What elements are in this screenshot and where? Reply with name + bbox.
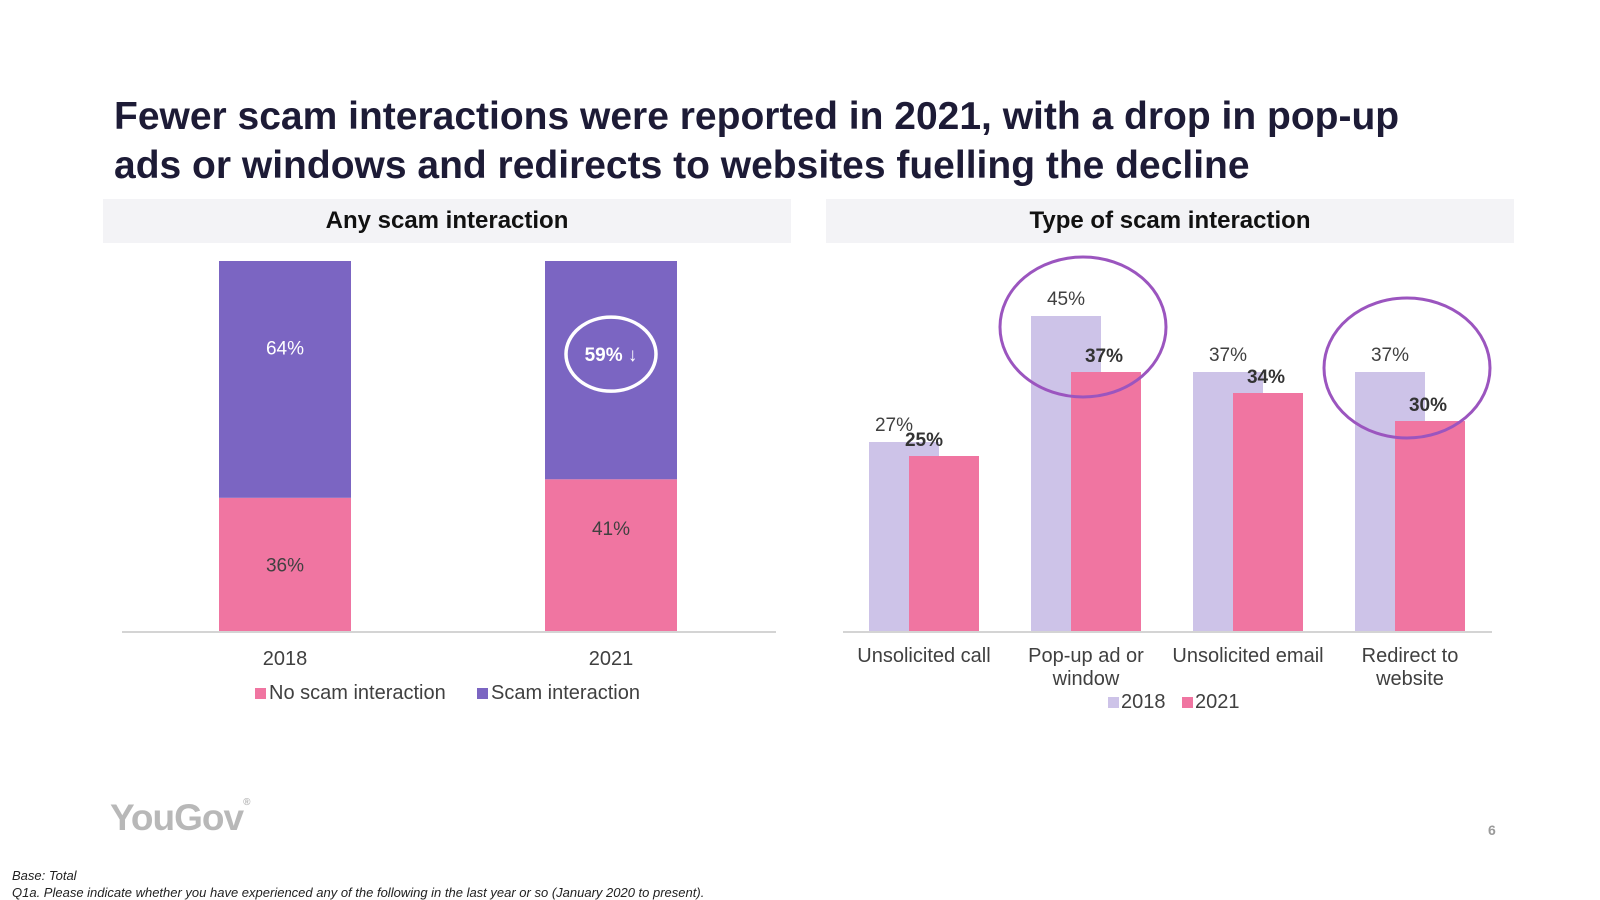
right-panel-title: Type of scam interaction bbox=[826, 199, 1514, 243]
legend-swatch-scam-interaction bbox=[477, 688, 488, 699]
x-tick-pop-up-ad-or-window-line2: window bbox=[1052, 668, 1120, 690]
data-label-2021-pop-up-ad-or-window: 37% bbox=[1085, 346, 1123, 367]
x-tick-redirect-to-website-line2: website bbox=[1375, 668, 1444, 690]
bar-2021-redirect-to-website bbox=[1395, 421, 1465, 631]
legend-label-2021: 2021 bbox=[1195, 691, 1240, 713]
data-label-scam-interaction-2021: 59% ↓ bbox=[585, 345, 638, 366]
logo-text: YouGov bbox=[110, 797, 244, 838]
legend-swatch-2021 bbox=[1182, 697, 1193, 708]
page-number: 6 bbox=[1488, 822, 1496, 838]
legend-swatch-2018 bbox=[1108, 697, 1119, 708]
data-label-no-scam-interaction-2021: 41% bbox=[592, 519, 630, 540]
logo-mark: ® bbox=[243, 797, 250, 808]
data-label-2018-pop-up-ad-or-window: 45% bbox=[1047, 289, 1085, 310]
bar-2021-pop-up-ad-or-window bbox=[1071, 372, 1141, 631]
x-tick-unsolicited-email: Unsolicited email bbox=[1172, 645, 1323, 667]
legend-swatch-no-scam-interaction bbox=[255, 688, 266, 699]
data-label-2021-redirect-to-website: 30% bbox=[1409, 395, 1447, 416]
bar-scam-interaction-2021 bbox=[545, 261, 677, 480]
x-tick-redirect-to-website: Redirect to bbox=[1362, 645, 1459, 667]
highlight-circle-2021 bbox=[564, 315, 658, 393]
data-label-2021-unsolicited-call: 25% bbox=[905, 430, 943, 451]
data-label-2018-unsolicited-call: 27% bbox=[875, 415, 913, 436]
legend-label-2018: 2018 bbox=[1121, 691, 1166, 713]
legend-label-no-scam-interaction: No scam interaction bbox=[269, 682, 446, 704]
bar-no-scam-interaction-2018 bbox=[219, 497, 351, 631]
data-label-scam-interaction-2018: 64% bbox=[266, 338, 304, 359]
highlight-circle-redirect-to-website bbox=[1322, 296, 1492, 440]
legend-label-scam-interaction: Scam interaction bbox=[491, 682, 640, 704]
title-line-1: Fewer scam interactions were reported in… bbox=[114, 95, 1400, 138]
base-note: Base: Total bbox=[12, 868, 77, 883]
x-tick-2021: 2021 bbox=[589, 648, 634, 670]
x-tick-pop-up-ad-or-window: Pop-up ad or bbox=[1028, 645, 1144, 667]
bar-scam-interaction-2018 bbox=[219, 261, 351, 498]
data-label-2021-unsolicited-email: 34% bbox=[1247, 367, 1285, 388]
question-note: Q1a. Please indicate whether you have ex… bbox=[12, 885, 705, 900]
data-label-no-scam-interaction-2018: 36% bbox=[266, 555, 304, 576]
x-tick-unsolicited-call: Unsolicited call bbox=[857, 645, 990, 667]
bar-2021-unsolicited-email bbox=[1233, 393, 1303, 631]
bar-no-scam-interaction-2021 bbox=[545, 479, 677, 631]
x-tick-2018: 2018 bbox=[263, 648, 308, 670]
data-label-2018-unsolicited-email: 37% bbox=[1209, 345, 1247, 366]
highlight-circle-pop-up-ad-or-window bbox=[998, 255, 1168, 399]
yougov-logo: YouGov® bbox=[110, 797, 251, 839]
data-label-2018-redirect-to-website: 37% bbox=[1371, 345, 1409, 366]
left-panel-title: Any scam interaction bbox=[103, 199, 791, 243]
title-line-2: ads or windows and redirects to websites… bbox=[114, 144, 1250, 187]
slide-title: Fewer scam interactions were reported in… bbox=[114, 92, 1514, 190]
bar-2021-unsolicited-call bbox=[909, 456, 979, 631]
